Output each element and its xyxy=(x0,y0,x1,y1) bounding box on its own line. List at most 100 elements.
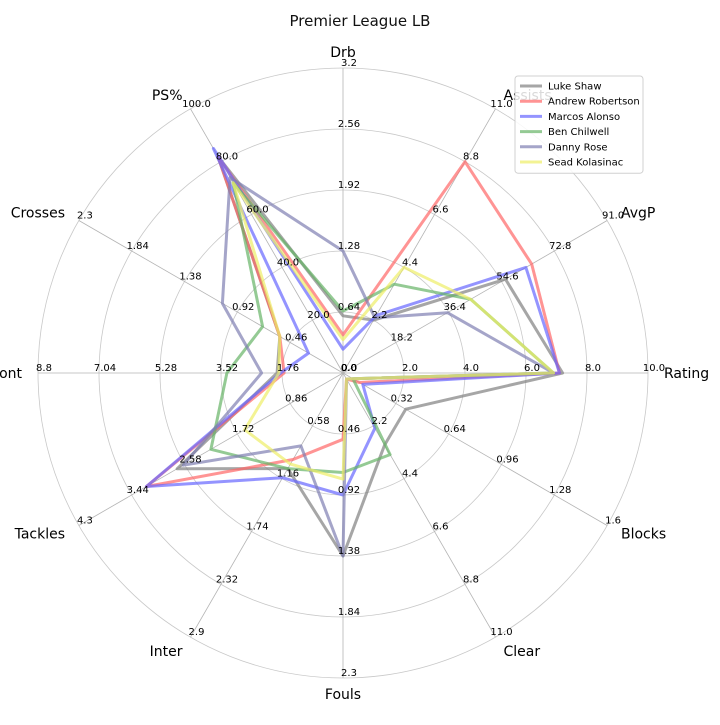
tick-label: 3.2 xyxy=(341,58,357,69)
grid xyxy=(37,67,649,679)
tick-label: 0.0 xyxy=(341,363,357,374)
legend-label: Danny Rose xyxy=(548,142,608,153)
tick-label: 0.92 xyxy=(232,302,254,313)
tick-label: 1.92 xyxy=(338,180,360,191)
series-lines xyxy=(144,147,565,558)
tick-label: 1.16 xyxy=(277,469,299,480)
tick-label: 0.0 xyxy=(341,363,357,374)
tick-label: 100.0 xyxy=(182,99,211,110)
tick-label: 6.6 xyxy=(433,205,449,216)
legend-box xyxy=(514,75,644,174)
tick-label: 1.76 xyxy=(277,363,299,374)
axis-spoke xyxy=(78,220,344,374)
tick-label: 0.46 xyxy=(285,333,307,344)
tick-label: 72.8 xyxy=(549,241,571,252)
axis-spoke xyxy=(190,372,344,638)
tick-label: 2.2 xyxy=(372,416,388,427)
legend-label: Ben Chilwell xyxy=(548,127,609,138)
axis-label: AvgP xyxy=(621,206,655,222)
tick-label: 1.38 xyxy=(179,272,201,283)
tick-label: 0.32 xyxy=(391,394,413,405)
tick-label: 2.32 xyxy=(216,574,238,585)
tick-label: 2.56 xyxy=(338,119,360,130)
axis-label: PS% xyxy=(152,88,183,104)
tick-label: 2.3 xyxy=(77,211,93,222)
tick-label: 0.0 xyxy=(341,363,357,374)
series-line-4 xyxy=(181,176,555,558)
tick-label: 0.86 xyxy=(285,394,307,405)
tick-label: 1.28 xyxy=(338,241,360,252)
axis-spoke xyxy=(342,108,496,374)
axis-spoke xyxy=(342,372,608,526)
tick-label: 20.0 xyxy=(307,310,329,321)
tick-label: 0.64 xyxy=(444,424,466,435)
series-line-5 xyxy=(231,181,555,481)
tick-label: 0.0 xyxy=(341,363,357,374)
tick-label: 54.6 xyxy=(496,272,518,283)
tick-label: 4.4 xyxy=(402,469,418,480)
axis-label: Clear xyxy=(504,644,541,660)
tick-label: 1.72 xyxy=(232,424,254,435)
legend: Luke Shaw Andrew Robertson Marcos Alonso Be… xyxy=(514,75,644,174)
axis-label: Crosses xyxy=(11,206,65,222)
tick-label: 2.3 xyxy=(341,668,357,679)
tick-label: 11.0 xyxy=(490,99,512,110)
tick-label: 0.96 xyxy=(496,455,518,466)
tick-label: 0.0 xyxy=(341,363,357,374)
axis-label: Inter xyxy=(150,644,183,660)
tick-label: 1.84 xyxy=(127,241,149,252)
tick-label: 8.8 xyxy=(463,152,479,163)
axis-label: Rating xyxy=(664,366,709,382)
tick-label: 11.0 xyxy=(490,627,512,638)
tick-label: 6.6 xyxy=(433,522,449,533)
tick-label: 8.0 xyxy=(585,363,601,374)
tick-label: 1.38 xyxy=(338,546,360,557)
tick-label: 4.3 xyxy=(77,516,93,527)
tick-label: 0.64 xyxy=(338,302,360,313)
tick-label: 0.0 xyxy=(341,363,357,374)
tick-label: 8.8 xyxy=(463,574,479,585)
series-line-0 xyxy=(175,154,565,558)
tick-label: 5.28 xyxy=(155,363,177,374)
tick-label: 7.04 xyxy=(94,363,116,374)
tick-label: 2.2 xyxy=(372,310,388,321)
tick-label: 4.4 xyxy=(402,257,418,268)
tick-label: 2.58 xyxy=(179,455,201,466)
tick-label: 1.74 xyxy=(246,522,268,533)
tick-label: 0.46 xyxy=(338,424,360,435)
tick-label: 0.92 xyxy=(338,485,360,496)
tick-label: 4.0 xyxy=(463,363,479,374)
axis-spoke xyxy=(342,220,608,374)
axis-label: Dis_cont xyxy=(0,366,23,382)
tick-label: 80.0 xyxy=(216,152,238,163)
axis-label: Drb xyxy=(330,45,356,61)
tick-label: 8.8 xyxy=(36,363,52,374)
tick-label: 36.4 xyxy=(444,302,466,313)
tick-label: 60.0 xyxy=(246,205,268,216)
axis-label: Fouls xyxy=(325,687,361,703)
tick-label: 3.44 xyxy=(127,485,149,496)
tick-label: 10.0 xyxy=(643,363,665,374)
tick-label: 1.6 xyxy=(605,516,621,527)
tick-label: 3.52 xyxy=(216,363,238,374)
legend-label: Andrew Robertson xyxy=(548,97,640,108)
axis-spoke xyxy=(342,372,496,638)
tick-label: 0.0 xyxy=(341,363,357,374)
tick-labels: 0.00.641.281.922.563.20.02.24.46.68.811.… xyxy=(36,58,665,679)
axis-label: Tackles xyxy=(14,527,65,543)
tick-label: 1.84 xyxy=(338,607,360,618)
legend-label: Marcos Alonso xyxy=(548,112,620,123)
tick-label: 1.28 xyxy=(549,485,571,496)
tick-label: 2.9 xyxy=(189,627,205,638)
tick-label: 0.0 xyxy=(341,363,357,374)
tick-label: 0.58 xyxy=(307,416,329,427)
tick-label: 0.0 xyxy=(341,363,357,374)
tick-label: 40.0 xyxy=(277,257,299,268)
tick-label: 6.0 xyxy=(524,363,540,374)
chart-title: Premier League LB xyxy=(290,12,431,30)
tick-label: 0.0 xyxy=(341,363,357,374)
tick-label: 91.0 xyxy=(602,211,624,222)
legend-label: Luke Shaw xyxy=(548,82,602,93)
